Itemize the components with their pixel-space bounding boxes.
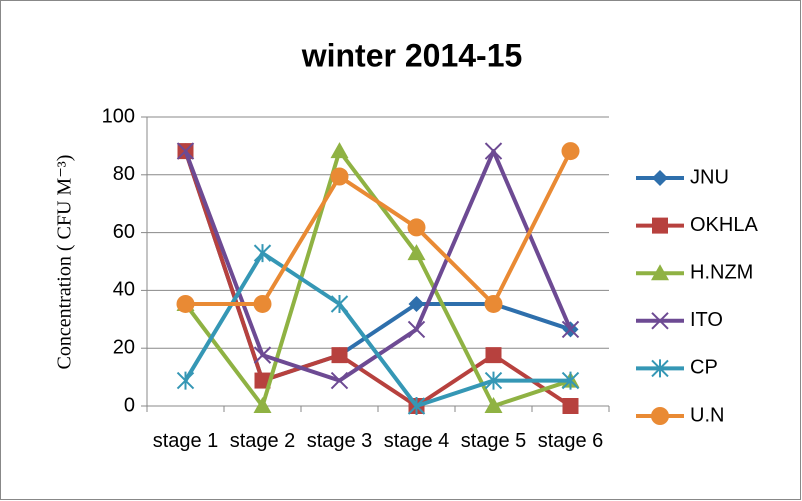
legend-label: OKHLA: [690, 214, 758, 236]
point: [330, 142, 349, 159]
marker-shape: [253, 346, 272, 364]
point: [407, 397, 426, 415]
marker-shape: [330, 371, 349, 390]
marker-shape: [254, 372, 271, 389]
legend-label: JNU: [690, 166, 729, 188]
marker-shape: [651, 359, 669, 378]
point: [484, 142, 503, 160]
legend-marker: [652, 217, 668, 234]
legend-marker: [651, 359, 669, 378]
marker-shape: [407, 397, 426, 415]
point: [331, 347, 348, 364]
marker-shape: [407, 218, 426, 237]
marker-shape: [253, 294, 272, 313]
y-tick-label: 40: [113, 279, 135, 301]
marker-shape: [484, 371, 503, 390]
x-tick-label: stage 4: [383, 430, 450, 452]
marker-shape: [561, 320, 580, 339]
marker-shape: [407, 320, 426, 339]
x-tick-label: stage 2: [229, 430, 296, 452]
chart-title: winter 2014-15: [301, 37, 523, 73]
point: [485, 347, 502, 364]
legend-marker: [651, 312, 669, 330]
x-tick-label: stage 5: [460, 430, 527, 452]
marker-shape: [176, 371, 195, 390]
legend-marker: [651, 264, 669, 281]
legend-label: CP: [690, 357, 718, 379]
x-tick-label: stage 1: [152, 430, 219, 452]
y-tick-label: 20: [113, 336, 135, 358]
point: [407, 218, 426, 237]
marker-shape: [253, 397, 272, 413]
legend-marker: [651, 407, 669, 425]
legend-label: ITO: [690, 309, 723, 331]
point: [562, 398, 579, 414]
point: [176, 371, 195, 390]
marker-shape: [561, 371, 580, 390]
marker-shape: [652, 217, 668, 234]
point: [561, 142, 580, 161]
series-line: [183, 251, 571, 408]
point: [253, 397, 272, 413]
y-tick-label: 60: [113, 221, 135, 243]
marker-shape: [330, 142, 349, 159]
marker-shape: [484, 142, 503, 160]
y-tick-label: 100: [102, 105, 135, 127]
marker-shape: [652, 170, 668, 186]
marker-shape: [253, 244, 272, 263]
point: [330, 167, 349, 186]
point: [253, 244, 272, 263]
y-tick-label: 80: [113, 163, 135, 185]
point: [330, 294, 349, 313]
marker-shape: [651, 264, 669, 281]
marker-shape: [331, 347, 348, 364]
x-tick-label: stage 3: [306, 430, 373, 452]
y-axis-label: Concentration ( CFU M⁻³): [54, 155, 76, 370]
point: [484, 397, 503, 413]
point: [561, 320, 580, 339]
point: [330, 371, 349, 390]
point: [407, 320, 426, 339]
marker-shape: [330, 294, 349, 313]
marker-shape: [176, 142, 195, 160]
marker-shape: [330, 167, 349, 186]
point: [253, 294, 272, 313]
point: [407, 244, 426, 261]
series-line: [183, 150, 572, 408]
point: [484, 294, 503, 313]
marker-shape: [484, 397, 503, 413]
point: [253, 346, 272, 364]
marker-shape: [562, 398, 579, 414]
marker-shape: [407, 244, 426, 261]
point: [484, 371, 503, 390]
marker-shape: [651, 312, 669, 330]
legend-label: U.N: [690, 404, 724, 426]
legend-label: H.NZM: [690, 261, 753, 283]
marker-shape: [485, 347, 502, 364]
point: [408, 295, 425, 312]
point: [176, 142, 195, 160]
y-tick-label: 0: [124, 394, 135, 416]
point: [254, 372, 271, 389]
marker-shape: [561, 142, 580, 161]
marker-shape: [176, 294, 195, 313]
series-line: [185, 150, 573, 306]
marker-shape: [484, 294, 503, 313]
marker-shape: [651, 407, 669, 425]
point: [176, 294, 195, 313]
marker-shape: [408, 295, 425, 312]
legend-marker: [652, 170, 668, 186]
x-tick-label: stage 6: [537, 430, 604, 452]
point: [561, 371, 580, 390]
